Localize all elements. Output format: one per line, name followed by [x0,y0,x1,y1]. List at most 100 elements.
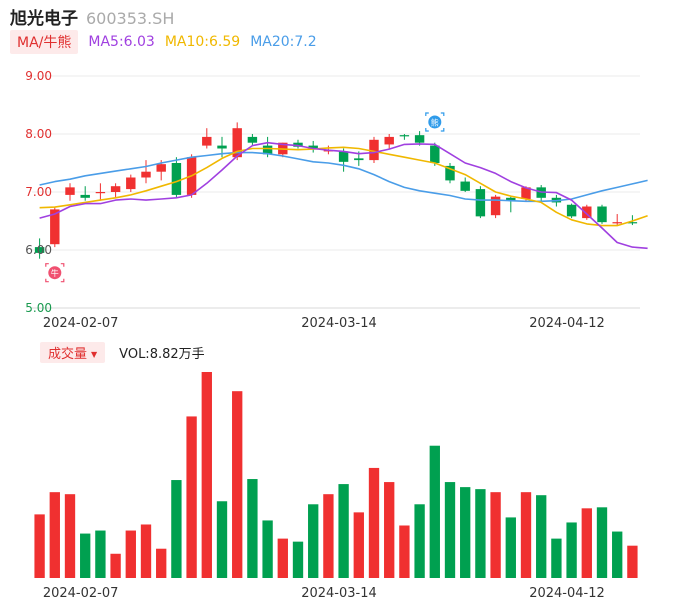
volume-bar [399,525,410,578]
ma20-line [39,151,648,203]
bear-signal-icon: 熊 [425,112,445,132]
candle-body [506,197,516,201]
volume-bar [612,531,623,578]
candle-body [354,158,364,161]
volume-bar [156,548,167,578]
badge-frame [425,112,445,132]
candle-body [445,165,455,181]
volume-bar [520,492,532,578]
candle-body [80,194,90,198]
candle-body [460,181,470,191]
y-tick-label: 9.00 [25,69,52,83]
ma5-line [39,141,648,250]
volume-bar [368,467,380,578]
candle-body [126,177,136,190]
candle-body [262,145,273,155]
volume-bar [125,530,136,578]
volume-bar [505,517,516,578]
candle-body [308,145,318,149]
volume-bar [444,482,456,578]
candle-body [141,171,151,178]
y-tick-label: 8.00 [25,127,52,141]
volume-bar [596,507,608,578]
volume-indicator-button[interactable]: 成交量 ▼ [40,341,106,363]
candle-body [247,136,258,143]
ma-indicator-button[interactable]: MA/牛熊 [10,30,79,54]
candle-body [217,145,227,149]
ma5-legend: MA5:6.03 [88,34,155,50]
candle-body [582,206,592,219]
candle-body [597,206,607,223]
volume-indicator-label: 成交量 [48,346,88,362]
badge-dot [48,266,62,280]
y-tick-label: 7.00 [25,185,52,199]
candle-body [414,135,425,143]
volume-bar [110,553,121,578]
volume-x-tick-label: 2024-03-14 [301,586,377,601]
volume-bar [49,492,60,578]
candle-body [110,186,121,192]
x-tick-label: 2024-04-12 [529,316,605,331]
badge-frame [45,263,65,283]
volume-bar [80,533,91,578]
volume-bar [34,514,45,578]
volume-bar [247,479,258,578]
volume-x-tick-label: 2024-02-07 [43,586,119,601]
stock-code: 600353.SH [86,9,175,28]
volume-bar [64,494,76,578]
volume-bar [323,494,334,578]
candle-body [566,204,577,217]
volume-bar [627,545,638,578]
candle-body [202,136,212,146]
candle-body [338,151,349,162]
volume-x-tick-label: 2024-04-12 [529,586,605,601]
volume-bar [536,495,547,578]
volume-bar [460,487,471,578]
ma10-legend: MA10:6.59 [164,34,241,50]
candle-body [612,222,622,224]
candle-body [171,163,182,195]
badge-label: 熊 [431,118,439,128]
ma-legend: MA/牛熊 MA5:6.03 MA10:6.59 MA20:7.2 [10,30,317,54]
volume-bar [95,530,106,578]
bull-signal-icon: 牛 [45,263,65,283]
candle-body [521,187,531,199]
volume-bar [277,538,288,578]
caret-down-icon: ▼ [91,349,98,359]
candle-body [369,139,379,161]
y-tick-label: 5.00 [25,301,52,315]
candle-body [475,189,486,217]
candle-body [50,209,60,245]
stock-name: 旭光电子 [10,9,78,29]
badge-dot [428,115,442,129]
volume-bar [171,480,182,578]
candle-body [399,135,410,137]
ma10-line [39,146,648,227]
volume-bar [414,504,425,578]
volume-bar [292,541,304,578]
volume-bar [566,522,577,578]
candle-body [430,145,440,163]
volume-bar [429,445,440,578]
volume-bars [34,372,638,578]
volume-value: VOL:8.82万手 [119,346,205,362]
candlestick-series [34,122,638,259]
signal-markers: 牛熊 [45,112,445,283]
y-tick-label: 6.00 [25,243,52,257]
volume-bar [262,520,273,578]
candle-body [34,247,45,253]
volume-bar [140,524,152,578]
candle-body [232,128,242,158]
stock-header: 旭光电子 600353.SH [10,4,175,29]
volume-bar [384,482,395,578]
chart-axes: 9.008.007.006.005.002024-02-072024-02-07… [25,69,605,601]
candle-body [156,164,166,172]
candle-body [65,187,75,195]
candle-body [384,136,394,145]
x-tick-label: 2024-03-14 [301,316,377,331]
candle-body [490,196,501,216]
volume-bar [353,512,364,578]
volume-bar [490,492,501,578]
candle-body [95,192,106,194]
